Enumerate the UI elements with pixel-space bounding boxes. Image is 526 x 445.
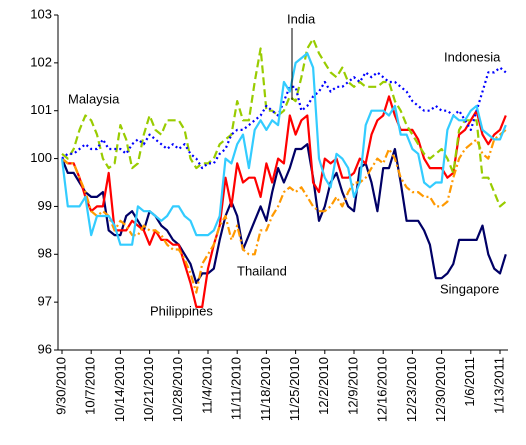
- series-line: [60, 52, 507, 246]
- y-tick-label: 99: [38, 198, 52, 213]
- x-tick-label: 12/23/2010: [404, 357, 419, 422]
- y-tick-label: 96: [38, 341, 52, 356]
- x-tick-label: 1/6/2011: [462, 357, 477, 407]
- x-tick-label: 12/16/2010: [375, 357, 390, 422]
- series-label: Indonesia: [444, 49, 501, 64]
- x-tick-label: 11/11/2010: [229, 357, 244, 420]
- y-tick-label: 103: [30, 6, 52, 21]
- y-tick-label: 100: [30, 150, 52, 165]
- y-tick-label: 97: [38, 294, 52, 309]
- x-tick-label: 11/18/2010: [258, 357, 273, 421]
- x-tick-label: 11/4/2010: [199, 357, 214, 414]
- x-tick-label: 12/9/2010: [345, 357, 360, 415]
- y-tick-label: 98: [38, 246, 52, 261]
- series-label: India: [287, 11, 316, 26]
- x-tick-label: 12/2/2010: [316, 357, 331, 415]
- series-line: [61, 37, 507, 208]
- series-label: Philippines: [150, 303, 213, 318]
- series-label: Thailand: [237, 263, 287, 278]
- x-tick-label: 1/13/2011: [491, 357, 506, 414]
- y-tick-label: 101: [30, 102, 52, 117]
- y-tick-label: 102: [30, 54, 52, 69]
- series-label: Malaysia: [68, 91, 120, 106]
- x-tick-label: 10/7/2010: [83, 357, 98, 415]
- series-line: [61, 129, 507, 294]
- x-tick-label: 9/30/2010: [53, 357, 68, 415]
- x-tick-label: 11/25/2010: [287, 357, 302, 421]
- x-tick-label: 12/30/2010: [433, 357, 448, 422]
- series-line: [60, 143, 507, 285]
- x-tick-label: 10/14/2010: [112, 357, 127, 422]
- x-tick-label: 10/28/2010: [170, 357, 185, 422]
- x-tick-label: 10/21/2010: [141, 357, 156, 422]
- series-label: Singapore: [440, 281, 499, 296]
